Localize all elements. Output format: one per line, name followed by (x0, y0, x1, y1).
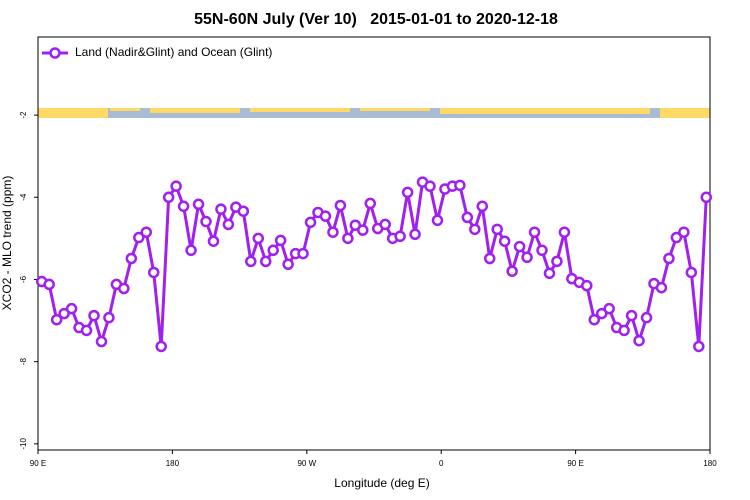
data-point (252, 232, 265, 245)
data-point (50, 313, 63, 326)
data-point (222, 218, 235, 231)
data-point (200, 215, 212, 228)
y-tick-label: -10 (19, 438, 28, 450)
data-point (693, 340, 705, 353)
data-point (43, 278, 55, 291)
data-point (469, 223, 481, 236)
data-point (297, 247, 309, 260)
data-point (700, 191, 713, 204)
data-point (595, 307, 608, 320)
data-point (282, 258, 294, 271)
data-point (498, 235, 511, 247)
data-point (259, 255, 272, 268)
data-point (80, 324, 93, 337)
data-point (334, 199, 347, 212)
y-tick-label: -6 (19, 275, 28, 283)
plot-frame (37, 36, 711, 451)
x-tick-label: 180 (703, 459, 717, 468)
data-point (431, 214, 444, 227)
data-point (95, 335, 108, 348)
data-point (424, 180, 436, 192)
data-point (103, 311, 115, 324)
x-tick-label: 0 (439, 459, 444, 468)
data-point (207, 235, 220, 247)
x-axis-label: Longitude (deg E) (334, 476, 429, 490)
data-point (670, 231, 683, 244)
data-point (409, 228, 421, 241)
data-point (536, 244, 548, 257)
data-point (581, 279, 593, 292)
data-point (663, 252, 675, 265)
data-point (633, 334, 645, 347)
data-point (125, 252, 138, 265)
data-point (140, 226, 153, 238)
data-point (491, 223, 503, 236)
data-point (192, 198, 205, 211)
y-tick-label: -4 (19, 193, 28, 201)
data-point (655, 281, 668, 294)
data-point (267, 244, 279, 257)
data-point (357, 224, 369, 236)
x-tick-label: 90 E (30, 459, 46, 468)
data-point (58, 307, 70, 320)
data-point (349, 219, 362, 231)
data-point (551, 255, 563, 268)
x-tick-label: 180 (166, 459, 180, 468)
legend-label: Land (Nadir&Glint) and Ocean (Glint) (75, 45, 272, 59)
data-point (603, 302, 615, 315)
y-axis-label: XCO2 - MLO trend (ppm) (0, 176, 14, 311)
data-point (133, 231, 145, 244)
data-point (506, 265, 518, 277)
x-tick-label: 90 E (567, 459, 583, 468)
data-point (640, 311, 653, 324)
land-ocean-strip (38, 108, 710, 118)
data-point (147, 266, 160, 279)
data-point (170, 180, 182, 192)
data-point (319, 210, 332, 222)
data-point (65, 302, 78, 315)
data-point (454, 179, 466, 192)
chart-title: 55N-60N July (Ver 10) 2015-01-01 to 2020… (194, 11, 558, 28)
data-point (304, 216, 317, 229)
y-tick-label: -2 (19, 111, 28, 119)
data-point (88, 309, 100, 322)
data-point (521, 251, 533, 264)
data-point (185, 244, 197, 257)
legend-marker (49, 47, 61, 59)
data-point (685, 266, 698, 279)
data-point (483, 252, 496, 265)
data-point (379, 218, 391, 231)
data-point (162, 191, 175, 204)
data-point (274, 234, 287, 247)
data-point (401, 186, 414, 199)
data-point (177, 200, 190, 213)
data-point (245, 255, 257, 268)
data-point (625, 309, 638, 322)
data-point (558, 226, 571, 238)
x-tick-label: 90 W (297, 459, 316, 468)
data-point (461, 211, 474, 224)
data-point (678, 226, 690, 238)
data-point (118, 282, 130, 295)
data-point (528, 226, 541, 238)
data-point (618, 324, 630, 337)
data-point (215, 203, 227, 215)
data-point (237, 205, 250, 217)
y-tick-label: -8 (19, 358, 28, 366)
legend: Land (Nadir&Glint) and Ocean (Glint) (42, 45, 272, 59)
data-point (513, 240, 526, 253)
data-point (476, 200, 489, 213)
data-point (543, 267, 556, 280)
data-point (394, 230, 406, 243)
data-point (588, 313, 601, 326)
data-point (342, 232, 354, 245)
data-point (155, 340, 167, 353)
data-point (327, 226, 339, 238)
data-point (364, 197, 377, 210)
